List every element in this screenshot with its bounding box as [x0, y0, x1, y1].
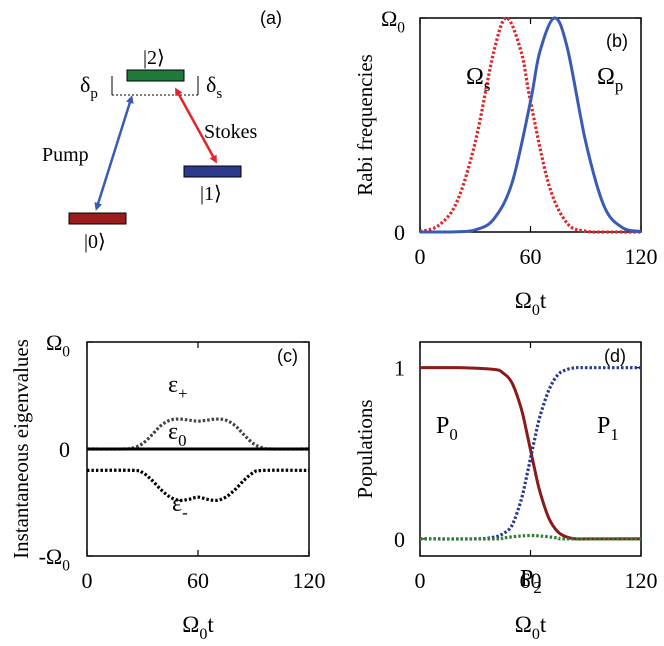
panel-c: (c) 0 60 120 -Ω0 0 Ω0 Ω0t Instantaneous eigenval…	[9, 330, 326, 643]
y-axis-title: Instantaneous eigenvalues	[9, 339, 33, 559]
pump-label: Pump	[42, 144, 89, 166]
x-tick-label: 0	[415, 244, 426, 269]
y-tick-label: 0	[394, 220, 405, 245]
y-tick-label: 0	[394, 527, 405, 552]
y-tick-label: -Ω0	[39, 544, 71, 575]
x-tick-label: 120	[625, 568, 658, 593]
series-label: P1	[597, 413, 619, 444]
panel-c-label: (c)	[277, 346, 298, 366]
series-label: ε0	[168, 419, 186, 450]
level-2-label: |2⟩	[143, 47, 165, 69]
series-line-b-0	[419, 16, 641, 234]
x-axis-title: Ω0t	[182, 612, 214, 643]
series-label: ε-	[172, 491, 188, 522]
panel-d: (d) 0 60 120 0 1 Ω0t Populations P0 P1 P2	[353, 341, 658, 643]
series-label: Ωs	[466, 64, 490, 95]
delta-s-label: δs	[206, 72, 222, 102]
series-label: ε+	[168, 372, 188, 403]
stokes-label: Stokes	[204, 121, 258, 143]
y-tick-label: Ω0	[46, 330, 70, 361]
x-tick-label: 60	[187, 568, 209, 593]
series-line-d-0	[419, 366, 641, 541]
y-tick-label: Ω0	[381, 6, 405, 37]
x-tick-label: 120	[625, 244, 658, 269]
x-tick-label: 120	[293, 568, 326, 593]
y-axis-title: Populations	[353, 399, 377, 498]
charts: (b) 0 60 120 0 Ω0 Ω0t Rabi frequencies Ωs Ωp (c) 0 6…	[9, 6, 658, 643]
y-tick-label: 1	[394, 356, 405, 381]
series-line-d-2	[419, 533, 642, 541]
x-tick-label: 60	[520, 244, 542, 269]
series-label: P0	[436, 413, 458, 444]
level-0-label: |0⟩	[84, 231, 106, 253]
panel-d-label: (d)	[604, 346, 626, 366]
level-1-bar	[183, 165, 242, 178]
x-axis-title: Ω0t	[515, 288, 547, 319]
series-line-c-2	[86, 468, 310, 503]
level-1-label: |1⟩	[200, 183, 222, 205]
stokes-arrow	[175, 87, 217, 164]
series-line-c-0	[86, 417, 310, 451]
panel-a-label: (a)	[260, 8, 282, 28]
pump-arrow	[94, 95, 134, 211]
series-line-b-1	[419, 16, 642, 234]
series-label: P2	[520, 566, 542, 597]
level-0-bar	[68, 212, 127, 225]
panel-b: (b) 0 60 120 0 Ω0 Ω0t Rabi frequencies Ωs Ωp	[353, 6, 658, 319]
y-tick-label: 0	[59, 437, 70, 462]
x-tick-label: 0	[415, 568, 426, 593]
x-tick-label: 60	[520, 568, 542, 593]
x-axis-title: Ω0t	[515, 612, 547, 643]
x-tick-label: 0	[82, 568, 93, 593]
series-line-d-1	[419, 365, 641, 541]
panel-a: (a) |2⟩ δp δs |1⟩ |0⟩ Pump Stokes	[42, 8, 282, 253]
delta-p-label: δp	[80, 72, 98, 102]
y-axis-title: Rabi frequencies	[353, 54, 377, 196]
panel-b-label: (b)	[606, 31, 628, 51]
level-2-bar	[126, 69, 185, 82]
series-label: Ωp	[597, 64, 623, 95]
